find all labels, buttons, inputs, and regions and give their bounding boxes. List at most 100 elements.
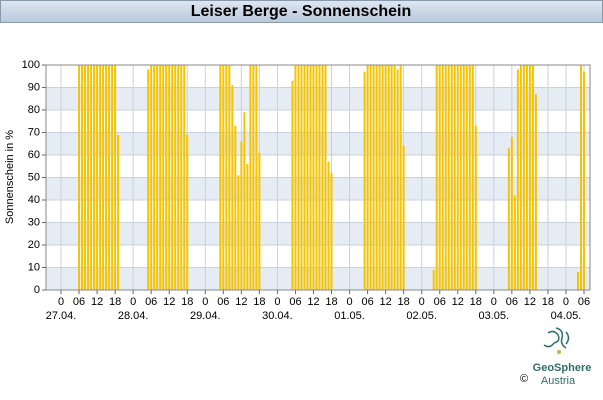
bar bbox=[330, 173, 333, 290]
x-tick-label: 0 bbox=[130, 296, 136, 308]
bar bbox=[387, 65, 390, 290]
bar bbox=[234, 125, 237, 290]
x-tick-label: 12 bbox=[379, 296, 391, 308]
copyright: © bbox=[520, 373, 528, 385]
bar bbox=[438, 65, 441, 290]
x-tick-label: 12 bbox=[91, 296, 103, 308]
y-tick-label: 60 bbox=[28, 149, 40, 161]
x-date-label: 03.05. bbox=[479, 310, 510, 322]
x-tick-label: 18 bbox=[253, 296, 265, 308]
y-tick-label: 40 bbox=[28, 194, 40, 206]
bar bbox=[576, 272, 579, 290]
bar bbox=[321, 65, 324, 290]
bar bbox=[222, 65, 225, 290]
y-tick-label: 80 bbox=[28, 104, 40, 116]
x-date-label: 04.05. bbox=[551, 310, 582, 322]
bar bbox=[180, 65, 183, 290]
x-tick-label: 06 bbox=[434, 296, 446, 308]
bar bbox=[291, 80, 294, 290]
x-tick-label: 12 bbox=[524, 296, 536, 308]
bar bbox=[384, 65, 387, 290]
bar bbox=[219, 65, 222, 290]
bar bbox=[582, 71, 585, 290]
bar bbox=[531, 65, 534, 290]
y-tick-label: 10 bbox=[28, 261, 40, 273]
x-date-label: 29.04. bbox=[190, 310, 221, 322]
y-tick-label: 0 bbox=[34, 284, 40, 296]
bar bbox=[237, 175, 240, 290]
bar bbox=[162, 65, 165, 290]
bar bbox=[441, 65, 444, 290]
x-tick-label: 0 bbox=[274, 296, 280, 308]
bar bbox=[363, 71, 366, 290]
bar bbox=[303, 65, 306, 290]
bar bbox=[534, 94, 537, 290]
bar bbox=[471, 65, 474, 290]
bar bbox=[168, 65, 171, 290]
x-tick-label: 0 bbox=[202, 296, 208, 308]
bar bbox=[579, 65, 582, 290]
logo-icon bbox=[543, 327, 570, 354]
x-date-label: 30.04. bbox=[262, 310, 293, 322]
x-tick-label: 06 bbox=[73, 296, 85, 308]
chart-title: Leiser Berge - Sonnenschein bbox=[191, 3, 412, 20]
x-tick-label: 0 bbox=[346, 296, 352, 308]
bar bbox=[105, 65, 108, 290]
logo-name: GeoSphere bbox=[533, 362, 592, 374]
bar bbox=[147, 69, 150, 290]
bar bbox=[315, 65, 318, 290]
bar bbox=[159, 65, 162, 290]
bar bbox=[525, 65, 528, 290]
x-tick-label: 06 bbox=[506, 296, 518, 308]
bar bbox=[249, 65, 252, 290]
x-date-label: 28.04. bbox=[118, 310, 149, 322]
x-tick-label: 06 bbox=[578, 296, 590, 308]
bar bbox=[312, 65, 315, 290]
bar bbox=[114, 65, 117, 290]
bar bbox=[228, 65, 231, 290]
bar bbox=[462, 65, 465, 290]
bar bbox=[306, 65, 309, 290]
bar bbox=[231, 85, 234, 290]
bar bbox=[186, 134, 189, 290]
bar bbox=[447, 65, 450, 290]
bar bbox=[435, 65, 438, 290]
bar bbox=[375, 65, 378, 290]
bar bbox=[366, 65, 369, 290]
bar bbox=[444, 65, 447, 290]
x-date-label: 02.05. bbox=[406, 310, 437, 322]
bar bbox=[456, 65, 459, 290]
bar bbox=[390, 65, 393, 290]
bar bbox=[243, 112, 246, 290]
bar bbox=[522, 65, 525, 290]
bar bbox=[399, 65, 402, 290]
bar bbox=[396, 69, 399, 290]
y-tick-label: 20 bbox=[28, 239, 40, 251]
bar bbox=[453, 65, 456, 290]
bar bbox=[519, 65, 522, 290]
plot-frame bbox=[45, 64, 591, 291]
bar bbox=[510, 137, 513, 290]
bar bbox=[252, 65, 255, 290]
bar bbox=[465, 65, 468, 290]
bar bbox=[300, 65, 303, 290]
x-date-label: 27.04. bbox=[46, 310, 77, 322]
bar bbox=[87, 65, 90, 290]
x-tick-label: 12 bbox=[307, 296, 319, 308]
bar bbox=[327, 161, 330, 290]
bar bbox=[96, 65, 99, 290]
x-tick-label: 18 bbox=[398, 296, 410, 308]
x-date-label: 01.05. bbox=[334, 310, 365, 322]
bar bbox=[255, 65, 258, 290]
bar bbox=[516, 69, 519, 290]
bar bbox=[459, 65, 462, 290]
bar bbox=[171, 65, 174, 290]
x-tick-label: 0 bbox=[491, 296, 497, 308]
x-tick-label: 18 bbox=[470, 296, 482, 308]
y-axis-label: Sonnenschein in % bbox=[4, 130, 16, 224]
bar bbox=[153, 65, 156, 290]
bar bbox=[84, 65, 87, 290]
x-tick-label: 0 bbox=[563, 296, 569, 308]
bar bbox=[369, 65, 372, 290]
